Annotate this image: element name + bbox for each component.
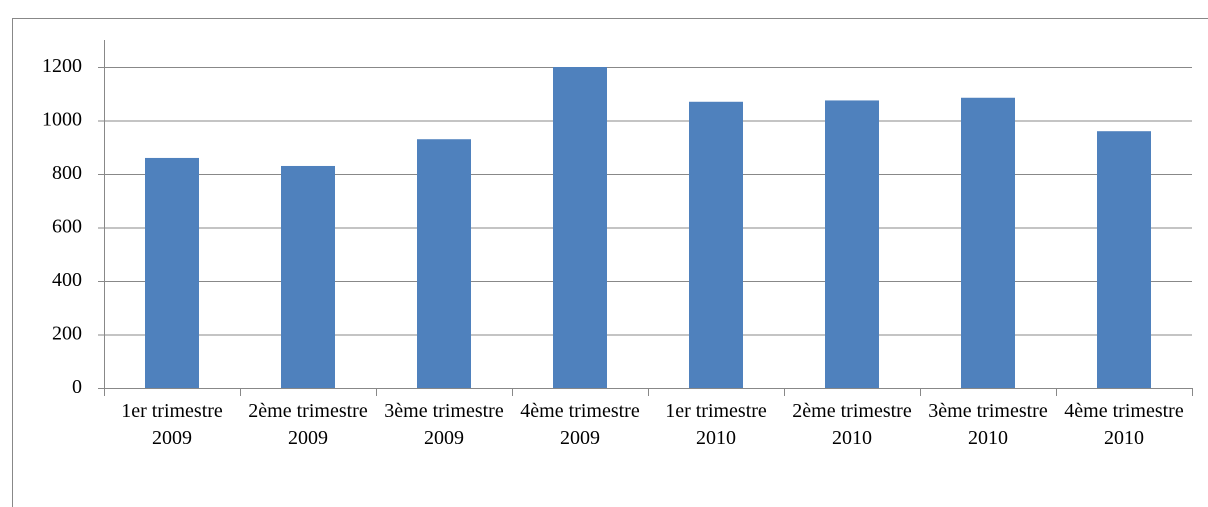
x-tick-label: 2ème trimestre 2010 [792, 400, 912, 449]
x-tick-label: 2ème trimestre 2009 [248, 400, 368, 449]
bar [689, 101, 743, 389]
y-tick-label: 400 [52, 269, 82, 291]
y-tick-label: 0 [72, 376, 82, 398]
bar [417, 139, 471, 388]
bar [961, 97, 1015, 388]
y-tick-label: 600 [52, 216, 82, 238]
x-tick-label: 1er trimestre 2009 [121, 400, 223, 449]
y-tick-label: 200 [52, 323, 82, 345]
bar [553, 67, 607, 388]
y-tick-label: 1000 [42, 109, 82, 131]
bar [1097, 131, 1151, 388]
x-tick-label: 1er trimestre 2010 [665, 400, 767, 449]
bar [281, 165, 335, 388]
y-tick-label: 800 [52, 162, 82, 184]
chart-frame [12, 18, 1208, 507]
bar [145, 157, 199, 388]
y-tick-label: 1200 [42, 55, 82, 77]
x-tick-label: 3ème trimestre 2009 [384, 400, 504, 449]
x-tick-label: 4ème trimestre 2009 [520, 400, 640, 449]
x-tick-label: 4ème trimestre 2010 [1064, 400, 1184, 449]
bar [825, 100, 879, 388]
x-tick-label: 3ème trimestre 2010 [928, 400, 1048, 449]
